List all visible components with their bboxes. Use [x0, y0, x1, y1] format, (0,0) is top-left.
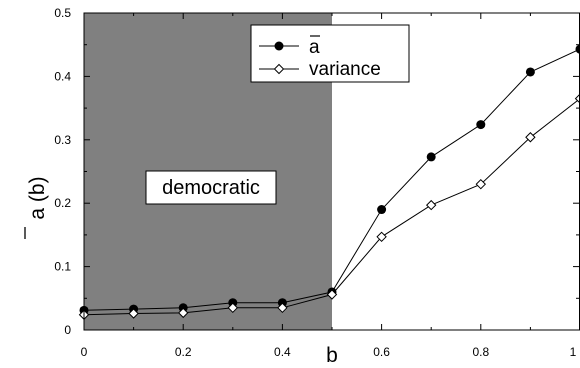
legend-marker-a — [274, 41, 284, 51]
legend-label-variance: variance — [309, 59, 381, 80]
x-tick-label: 0.4 — [274, 345, 291, 359]
x-axis: 0 0.2 0.4 0.6 0.8 1 — [81, 13, 580, 359]
y-tick-label: 0.3 — [54, 133, 71, 147]
data-point-variance — [128, 308, 139, 319]
data-point-a — [426, 152, 436, 162]
y-axis-title: a (b) — [24, 176, 49, 239]
y-axis-label: a (b) — [26, 176, 49, 219]
y-tick-label: 0.1 — [54, 260, 71, 274]
data-point-a — [377, 205, 387, 215]
y-tick-label: 0.5 — [54, 6, 71, 20]
data-point-a — [525, 67, 535, 77]
x-axis-label: b — [326, 344, 338, 367]
y-tick-label: 0 — [64, 323, 71, 337]
x-tick-label: 1 — [570, 345, 577, 359]
y-tick-label: 0.4 — [54, 69, 71, 83]
data-point-variance — [525, 132, 536, 143]
annotation-box-bg — [145, 170, 277, 205]
data-point-variance — [425, 199, 437, 211]
x-tick-label: 0.8 — [472, 345, 489, 359]
y-tick-label: 0.2 — [54, 196, 71, 210]
data-point-variance — [376, 231, 387, 243]
data-point-variance — [326, 289, 338, 300]
data-point-a — [476, 120, 486, 130]
data-point-a — [575, 44, 580, 54]
annotation-label: democratic — [162, 177, 260, 199]
data-point-variance — [574, 93, 580, 104]
legend-label-a: a — [309, 37, 320, 58]
x-tick-label: 0 — [81, 345, 88, 359]
data-point-variance — [475, 178, 487, 190]
y-axis: 0 0.1 0.2 0.3 0.4 0.5 — [54, 6, 579, 337]
annotation-box: democratic — [145, 170, 277, 205]
legend: a variance — [250, 24, 410, 83]
legend-marker-variance — [273, 63, 285, 75]
data-point-variance — [227, 302, 239, 314]
x-tick-label: 0.2 — [175, 345, 192, 359]
x-tick-label: 0.6 — [373, 345, 390, 359]
data-point-variance — [277, 302, 288, 314]
data-point-variance — [177, 307, 189, 319]
